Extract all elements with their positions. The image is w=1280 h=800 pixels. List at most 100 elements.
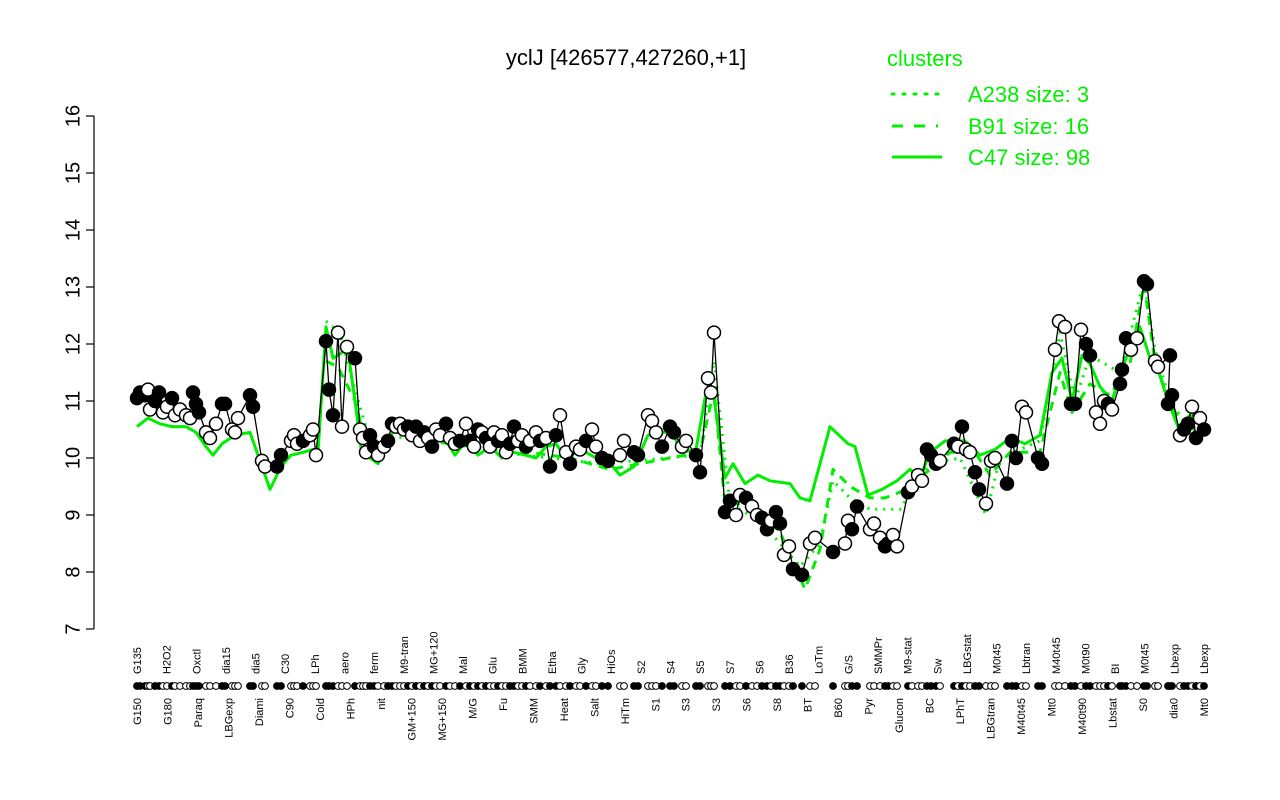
data-point [914,473,930,489]
data-point [999,476,1015,491]
chart-title: yclJ [426577,427260,+1] [506,45,746,70]
x-tick-label: SMMPr [873,637,885,674]
y-axis: 7 8 9 10 11 12 13 14 15 16 [62,105,95,635]
x-tick-label: G180 [162,698,174,725]
x-tick-label: M9-tran [399,636,411,674]
x-tick-label: S3 [711,698,723,711]
x-tick-label: S8 [772,698,784,711]
data-point [648,425,664,440]
x-tick-label: Lbstat [1108,698,1120,728]
data-point [849,499,865,514]
rug-point [343,682,351,690]
data-point [334,419,350,434]
y-tick-label: 16 [62,105,84,127]
x-tick-label: Etha [547,650,559,674]
x-tick-label: Oxctl [191,649,203,674]
x-tick-label: LPhT [955,698,967,725]
x-tick-label: Glu [488,657,500,674]
data-point [1082,348,1098,363]
rug-point [620,682,628,690]
x-tick-label: LoTm [814,646,826,674]
x-axis-rug [133,682,1208,690]
x-tick-label: Cold [315,698,327,721]
rug-point [1133,682,1141,690]
data-point [978,496,994,511]
x-tick-label: S1 [650,698,662,711]
data-point [1114,362,1130,377]
data-point [954,419,970,434]
x-tick-label: Pyr [864,698,876,715]
x-tick-label: M40t45 [1051,637,1063,674]
data-point [1162,348,1178,363]
x-tick-label: G150 [132,698,144,725]
data-point [678,433,694,449]
x-tick-label: Heat [559,698,571,721]
data-point [654,439,670,454]
data-point [932,453,948,469]
data-point [630,447,646,463]
x-tick-label: S6 [742,698,754,711]
data-point [1139,276,1155,292]
legend-item-c47: C47 size: 98 [968,145,1090,170]
x-tick-label: aero [339,652,351,674]
data-point [1004,433,1020,449]
data-point [202,430,218,446]
cluster-line-b91 [325,282,1205,591]
legend-item-a238: A238 size: 3 [968,82,1089,107]
rug-point [234,682,242,690]
data-point [889,539,905,554]
data-point [305,422,321,437]
x-tick-label: BI [1110,664,1122,674]
x-tick-label: BC [925,698,937,713]
data-point [548,427,564,443]
rug-point [936,682,944,690]
y-tick-label: 8 [62,566,84,577]
legend-title: clusters [887,46,963,71]
x-tick-label: C30 [280,654,292,674]
rug-point [277,682,285,690]
x-tick-label: M40t90 [1077,698,1089,735]
rug-point [299,682,307,690]
x-tick-label: Fu [498,698,510,711]
rug-point [975,682,983,690]
data-point [466,439,482,454]
x-tick-label: S4 [666,661,678,674]
x-tick-label: LBGtran [986,698,998,739]
data-point [1067,396,1083,412]
data-point [1112,376,1128,392]
data-point [227,425,243,440]
data-point [438,416,454,432]
rug-point [829,682,837,690]
x-tick-label: S5 [695,661,707,674]
x-tick-label: Glucon [894,698,906,733]
data-point [688,447,704,463]
x-tick-label: M9-stat [903,637,915,674]
x-tick-label: ferm [369,652,381,674]
data-point [1123,342,1139,357]
data-point [588,439,604,454]
x-tick-label: HiTm [620,698,632,724]
data-point [308,447,324,463]
data-point [1129,331,1145,346]
rug-point [249,682,257,690]
data-point [844,522,860,537]
data-point [728,507,744,523]
data-point [1180,416,1196,432]
rug-point [1143,682,1151,690]
data-point [967,465,983,480]
data-point [962,445,978,460]
y-tick-label: 15 [62,162,84,184]
x-tick-label: M0t90 [1080,643,1092,674]
x-tick-label: M0t45 [1140,643,1152,674]
x-tick-label: SMM [528,698,540,724]
data-point [825,544,841,560]
data-point [584,422,600,437]
rug-point [221,682,229,690]
x-tick-label: LBGstat [962,634,974,674]
data-point [837,536,853,551]
x-tick-label: B36 [784,654,796,674]
data-point [151,385,167,400]
data-point [208,416,224,432]
data-point [692,465,708,480]
y-tick-label: 14 [62,219,84,241]
